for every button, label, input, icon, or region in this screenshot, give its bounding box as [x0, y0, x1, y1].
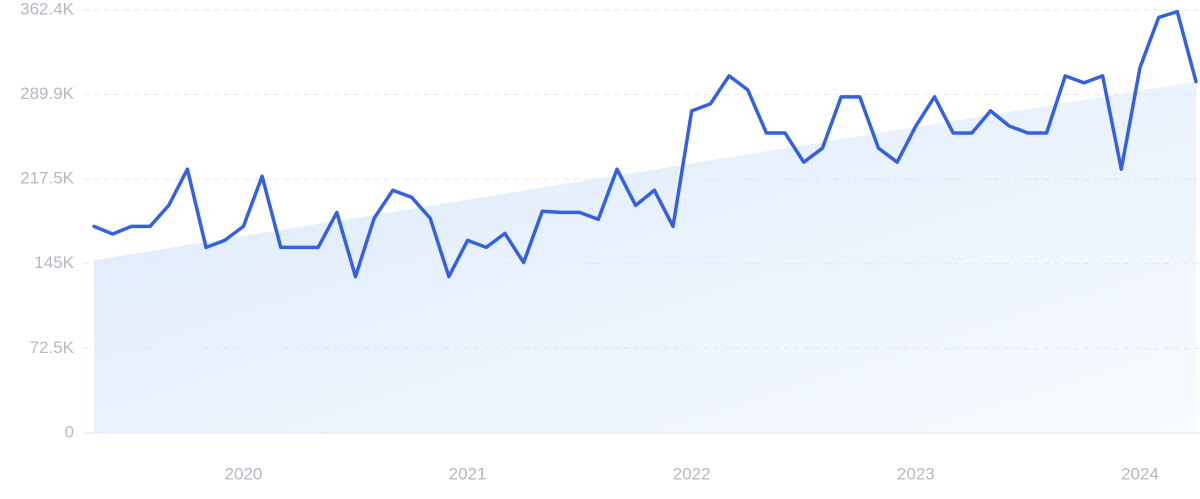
x-tick-label: 2022	[673, 464, 711, 483]
x-tick-label: 2021	[449, 464, 487, 483]
y-tick-label: 72.5K	[30, 338, 75, 357]
y-tick-label: 0	[65, 422, 74, 441]
x-tick-label: 2023	[897, 464, 935, 483]
y-tick-label: 289.9K	[20, 84, 75, 103]
x-tick-label: 2024	[1121, 464, 1159, 483]
y-tick-label: 145K	[34, 253, 74, 272]
y-tick-label: 362.4K	[20, 0, 75, 18]
series-line	[92, 9, 1198, 279]
trend-area	[94, 81, 1196, 433]
x-tick-label: 2020	[225, 464, 263, 483]
y-tick-label: 217.5K	[20, 169, 75, 188]
